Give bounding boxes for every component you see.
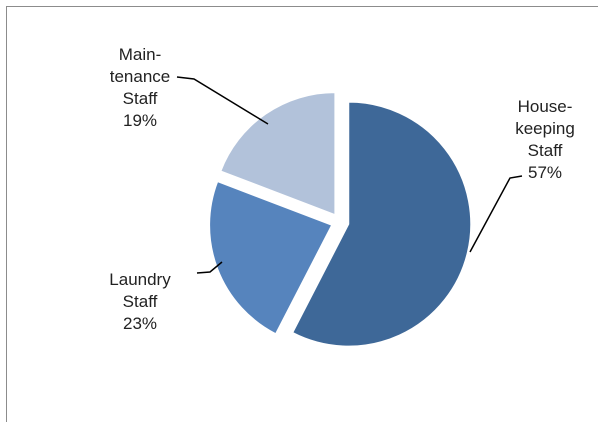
pie	[209, 92, 472, 347]
data-label: Laundry Staff 23%	[109, 269, 170, 335]
category-label: Laundry Staff	[109, 270, 171, 311]
pie-slice	[220, 92, 336, 216]
pie-slice	[292, 101, 472, 347]
leader-line	[196, 261, 223, 274]
value-label: 19%	[122, 111, 158, 130]
data-label: House- keeping Staff 57%	[515, 96, 575, 184]
leader-line	[469, 175, 523, 253]
value-label: 57%	[527, 163, 563, 182]
value-label: 23%	[122, 314, 158, 333]
category-label: Main- tenance Staff	[109, 45, 171, 108]
pie-slice	[209, 181, 333, 335]
data-label: Main- tenance Staff 19%	[110, 44, 171, 132]
category-label: House- keeping Staff	[515, 97, 575, 160]
leader-line	[176, 76, 269, 125]
